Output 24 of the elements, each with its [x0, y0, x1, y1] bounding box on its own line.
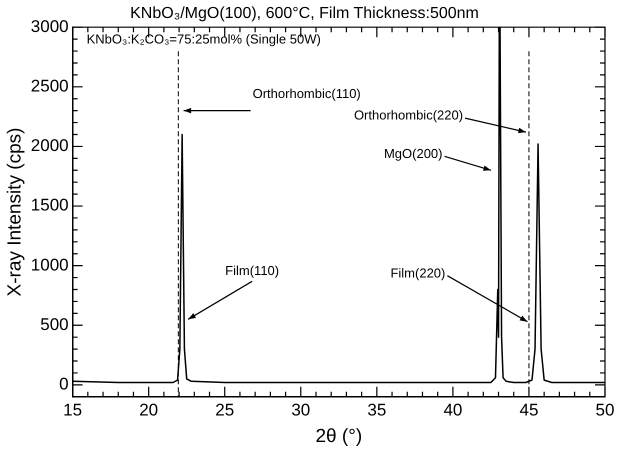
x-tick-label: 40 — [443, 400, 462, 420]
annotation: Orthorhombic(220) — [354, 108, 464, 123]
annotation: Film(220) — [390, 265, 446, 280]
y-tick-label: 2000 — [30, 136, 69, 156]
y-tick-label: 1500 — [30, 196, 69, 215]
x-tick-label: 15 — [63, 400, 82, 420]
x-tick-label: 45 — [519, 400, 538, 420]
x-tick-label: 50 — [596, 400, 614, 420]
y-tick-label: 2500 — [30, 76, 69, 96]
annotation: Film(110) — [225, 262, 280, 278]
annotation: Orthorhombic(110) — [252, 86, 361, 102]
x-tick-label: 20 — [139, 400, 158, 420]
y-tick-label: 3000 — [30, 16, 69, 36]
x-tick-label: 25 — [215, 400, 234, 420]
y-axis-title: X-ray Intensity (cps) — [4, 128, 26, 296]
x-axis-title: 2θ (°) — [315, 426, 362, 447]
x-tick-label: 35 — [367, 400, 386, 420]
chart-title: KNbO₃/MgO(100), 600°C, Film Thickness:500nm — [130, 5, 479, 22]
annotation: KNbO₃:K₂CO₃=75:25mol% (Single 50W) — [86, 31, 321, 46]
annotation: MgO(200) — [384, 146, 442, 161]
x-tick-label: 30 — [291, 400, 310, 420]
y-tick-label: 0 — [59, 374, 69, 394]
y-tick-label: 1000 — [30, 255, 69, 274]
y-tick-label: 500 — [40, 314, 69, 334]
